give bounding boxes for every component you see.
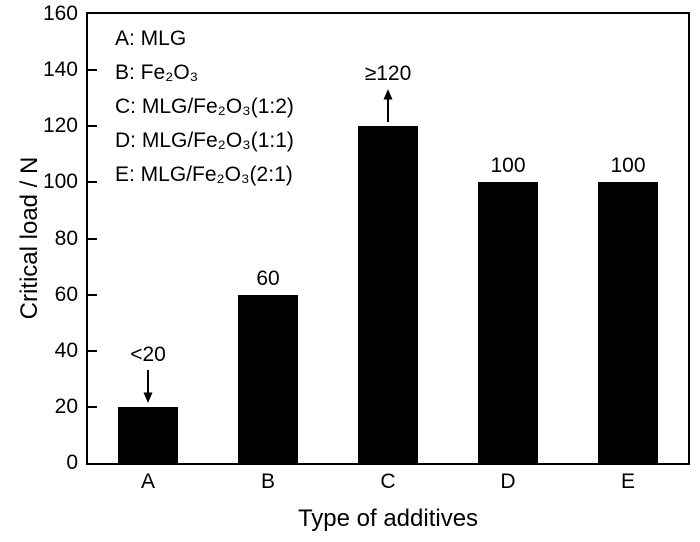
legend-entry: D: MLG/Fe₂O₃(1:1) [115, 129, 294, 152]
y-tick-mark [88, 293, 97, 296]
plot-area: A: MLG B: Fe₂O₃ C: MLG/Fe₂O₃(1:2) D: MLG/Fe… [86, 12, 690, 465]
annotation-arrow-down-icon [141, 369, 155, 403]
bar-A [118, 406, 178, 463]
bar-value-label: ≥120 [364, 62, 412, 86]
y-tick-mark [88, 349, 97, 352]
y-tick-mark [88, 69, 97, 72]
bar-value-label: 100 [610, 154, 646, 178]
y-tick-label: 0 [66, 451, 78, 474]
annotation-arrow-up-icon [381, 89, 395, 123]
y-tick-label: 40 [54, 338, 78, 362]
y-tick-mark [88, 237, 97, 240]
bar-C [358, 126, 418, 463]
x-category-label-D: D [500, 470, 516, 493]
x-category-label-A: A [140, 470, 155, 493]
y-tick-mark [88, 125, 97, 128]
legend-entry: E: MLG/Fe₂O₃(2:1) [115, 163, 293, 186]
x-category-label-B: B [260, 470, 275, 493]
x-axis-title: Type of additives [297, 505, 479, 532]
y-tick-mark [88, 405, 97, 408]
bar-value-label: <20 [130, 342, 166, 366]
y-tick-label: 120 [42, 114, 78, 138]
bar-B [238, 294, 298, 463]
y-tick-label: 140 [42, 58, 78, 82]
x-category-label-E: E [620, 470, 635, 493]
bar-value-label: 60 [256, 266, 280, 290]
x-category-label-C: C [380, 470, 396, 493]
legend-entry: B: Fe₂O₃ [115, 61, 199, 84]
legend-entry: C: MLG/Fe₂O₃(1:2) [115, 95, 294, 118]
x-category-labels: A B C D E [88, 471, 688, 493]
y-axis-title: Critical load / N [16, 156, 43, 320]
y-tick-label: 160 [42, 2, 78, 25]
y-tick-label: 20 [54, 394, 78, 418]
bar-D [478, 182, 538, 463]
bar-E [598, 182, 658, 463]
y-tick-mark [88, 181, 97, 184]
legend-entry: A: MLG [115, 27, 187, 50]
legend: A: MLG B: Fe₂O₃ C: MLG/Fe₂O₃(1:2) D: MLG/Fe… [115, 22, 294, 192]
bar-value-label: 100 [490, 154, 526, 178]
